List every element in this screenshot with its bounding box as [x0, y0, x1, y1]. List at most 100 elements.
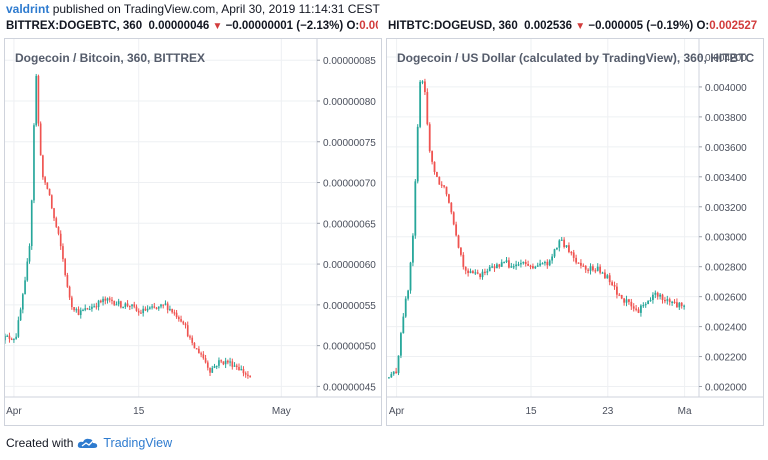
author-link[interactable]: valdrint	[6, 2, 50, 16]
candle	[164, 300, 167, 306]
candle	[404, 296, 407, 318]
candle	[668, 297, 671, 306]
candle	[433, 161, 436, 175]
candle	[173, 309, 176, 316]
x-tick-label: Ma	[678, 406, 692, 417]
candle	[186, 321, 189, 338]
left-open-value: 0.00	[359, 20, 378, 32]
candle	[84, 304, 87, 312]
candle	[558, 239, 561, 252]
candle	[75, 307, 78, 313]
candle	[227, 359, 229, 365]
candle	[493, 264, 496, 272]
candle	[28, 243, 31, 264]
candle	[517, 261, 520, 267]
candle	[24, 276, 26, 295]
candle	[55, 216, 58, 228]
candle	[599, 264, 602, 275]
candle	[193, 342, 196, 349]
candle	[676, 298, 678, 308]
candle	[155, 306, 158, 310]
candle	[522, 261, 525, 265]
candle	[539, 259, 542, 267]
candle	[419, 80, 422, 129]
candle	[160, 303, 162, 309]
candle	[233, 362, 236, 367]
candle	[220, 359, 223, 364]
candle	[46, 182, 49, 190]
candle	[13, 338, 15, 343]
candle	[647, 300, 650, 305]
candle	[584, 265, 587, 273]
y-tick-label: 0.00000050	[323, 342, 376, 353]
candle	[149, 306, 151, 310]
y-tick-label: 0.00000045	[323, 382, 376, 393]
candle	[73, 306, 75, 312]
candle	[77, 306, 80, 316]
candle	[426, 88, 429, 126]
candle	[131, 304, 133, 310]
candle	[469, 268, 472, 274]
candle	[445, 186, 448, 197]
candle	[175, 309, 178, 319]
candle	[683, 304, 686, 310]
candle	[503, 261, 506, 264]
candle	[421, 80, 424, 85]
candle	[402, 313, 405, 334]
publish-info: published on TradingView.com, April 30, …	[52, 2, 380, 16]
y-tick-label: 0.00000055	[323, 301, 376, 312]
candle	[534, 265, 537, 270]
y-tick-label: 0.00000070	[323, 179, 376, 190]
candle	[37, 74, 40, 127]
candle	[625, 295, 628, 307]
candle	[476, 269, 479, 275]
footer: Created with TradingView	[6, 436, 172, 450]
candle	[122, 306, 124, 309]
candle	[481, 269, 484, 280]
candle	[448, 193, 450, 204]
candle	[206, 360, 209, 371]
candle	[551, 253, 554, 264]
y-tick-label: 0.00000085	[323, 56, 376, 67]
candle	[630, 298, 633, 310]
x-tick-label: May	[272, 406, 291, 417]
candle	[548, 259, 551, 267]
candle	[491, 263, 494, 269]
candle	[93, 303, 95, 308]
right-ticker[interactable]: HITBTC:DOGEUSD, 360	[388, 20, 518, 32]
candle	[582, 263, 585, 267]
candle	[191, 335, 194, 346]
y-tick-label: 0.003200	[705, 203, 747, 214]
candle	[249, 375, 251, 378]
left-symbol-header: BITTREX:DOGEBTC, 360 0.00000046 ▼ −0.000…	[6, 20, 378, 32]
candle	[113, 300, 116, 307]
x-tick-label: 15	[133, 406, 145, 417]
right-change: −0.000005 (−0.19%)	[588, 20, 694, 32]
candle	[464, 266, 467, 275]
candle	[436, 171, 438, 178]
dogeusd-chart-panel[interactable]: 0.002000 0.002200 0.002400 0.002600 0.002800…	[386, 38, 764, 426]
candle	[59, 230, 62, 250]
candle	[35, 73, 38, 127]
tradingview-link[interactable]: TradingView	[103, 436, 173, 450]
candle	[527, 260, 530, 266]
candle	[541, 262, 544, 265]
left-ticker[interactable]: BITTREX:DOGEBTC, 360	[6, 20, 143, 32]
candle	[26, 258, 29, 282]
candle	[637, 307, 640, 314]
candle	[39, 121, 42, 156]
candle	[570, 250, 573, 256]
y-tick-label: 0.002800	[705, 263, 747, 274]
dogeusd-chart[interactable]: 0.002000 0.002200 0.002400 0.002600 0.002800…	[387, 39, 763, 425]
y-tick-label: 0.004200	[705, 53, 747, 64]
candle	[200, 351, 202, 358]
dogebtc-chart[interactable]: 0.00000045 0.00000050 0.00000055 0.00000060…	[5, 39, 381, 425]
dogebtc-chart-panel[interactable]: 0.00000045 0.00000050 0.00000055 0.00000060…	[4, 38, 382, 426]
candle	[572, 249, 575, 262]
candle	[604, 269, 606, 279]
candle	[142, 305, 145, 317]
candle	[108, 296, 111, 303]
candle	[596, 263, 599, 272]
right-down-arrow-icon: ▼	[575, 21, 586, 32]
candle	[412, 233, 414, 267]
